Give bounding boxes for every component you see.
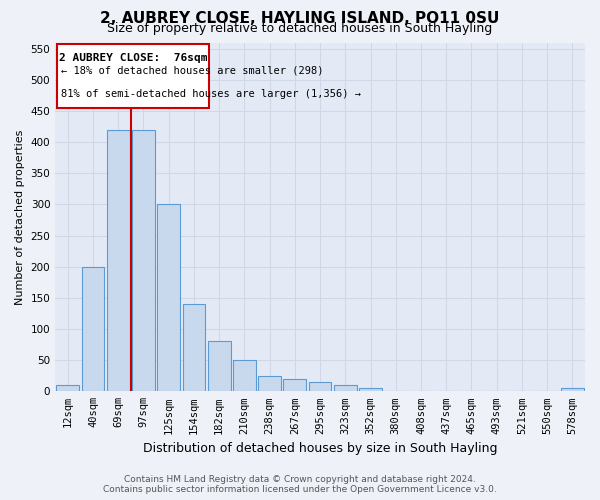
Bar	[132, 130, 155, 392]
Bar	[157, 204, 180, 392]
Bar	[82, 266, 104, 392]
Text: 2 AUBREY CLOSE:  76sqm: 2 AUBREY CLOSE: 76sqm	[59, 53, 208, 63]
Bar	[359, 388, 382, 392]
Bar	[334, 385, 356, 392]
Y-axis label: Number of detached properties: Number of detached properties	[15, 129, 25, 304]
Bar	[283, 379, 306, 392]
Bar	[561, 388, 584, 392]
Bar	[56, 385, 79, 392]
Text: ← 18% of detached houses are smaller (298): ← 18% of detached houses are smaller (29…	[61, 66, 323, 76]
Text: Size of property relative to detached houses in South Hayling: Size of property relative to detached ho…	[107, 22, 493, 35]
Bar	[309, 382, 331, 392]
Bar	[182, 304, 205, 392]
X-axis label: Distribution of detached houses by size in South Hayling: Distribution of detached houses by size …	[143, 442, 497, 455]
Text: 2, AUBREY CLOSE, HAYLING ISLAND, PO11 0SU: 2, AUBREY CLOSE, HAYLING ISLAND, PO11 0S…	[100, 11, 500, 26]
Text: Contains HM Land Registry data © Crown copyright and database right 2024.
Contai: Contains HM Land Registry data © Crown c…	[103, 474, 497, 494]
Text: 81% of semi-detached houses are larger (1,356) →: 81% of semi-detached houses are larger (…	[61, 89, 361, 99]
Bar	[208, 342, 230, 392]
Bar	[233, 360, 256, 392]
Bar	[107, 130, 130, 392]
Bar	[258, 376, 281, 392]
FancyBboxPatch shape	[57, 44, 209, 108]
